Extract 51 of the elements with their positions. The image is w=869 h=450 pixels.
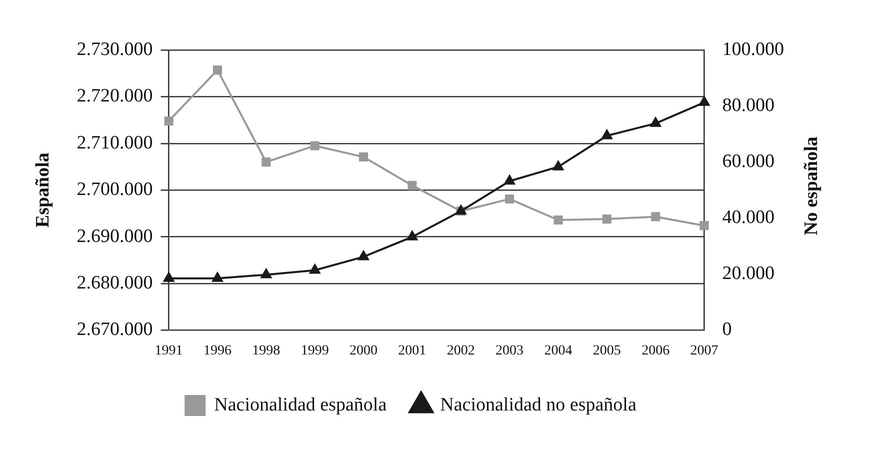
point: [260, 268, 272, 278]
point: [358, 250, 369, 260]
point: [164, 116, 174, 126]
x-tick-label: 2000: [350, 343, 378, 358]
x-tick-label: 2005: [592, 343, 621, 358]
x-tick-label: 1999: [300, 343, 329, 358]
x-tick-label: 1991: [154, 343, 183, 358]
y2-tick-label: 0: [722, 319, 732, 340]
legend-label: Nacionalidad española: [214, 394, 388, 416]
legend-label: Nacionalidad no española: [440, 394, 637, 416]
point: [358, 152, 368, 162]
point: [262, 158, 271, 167]
y2-tick-label: 60.000: [722, 151, 774, 172]
point: [505, 194, 514, 204]
y-tick-label: 2.720.000: [76, 86, 153, 107]
x-tick-label: 1996: [203, 343, 232, 358]
x-tick-label: 2002: [446, 343, 475, 358]
point: [310, 264, 320, 274]
point: [163, 272, 174, 282]
y2-tick-label: 20.000: [722, 263, 774, 284]
y2-tick-label: 80.000: [722, 95, 774, 116]
x-tick-label: 2003: [496, 343, 524, 358]
point: [602, 214, 612, 224]
y-axis-title: Española: [32, 152, 54, 228]
point: [602, 130, 612, 140]
y2-tick-label: 100.000: [722, 38, 784, 60]
point: [212, 272, 223, 282]
point: [700, 221, 709, 230]
y2-tick-label: 40.000: [722, 207, 774, 228]
point: [650, 117, 661, 127]
point: [651, 212, 660, 222]
point: [310, 141, 320, 150]
point: [408, 180, 417, 190]
y-tick-label: 2.700.000: [76, 179, 153, 200]
x-tick-label: 2006: [642, 343, 670, 358]
point: [554, 215, 563, 225]
y-tick-label: 2.710.000: [76, 132, 153, 154]
y-tick-label: 2.690.000: [76, 226, 153, 247]
y2-axis-title: No española: [801, 136, 823, 236]
point: [406, 230, 418, 240]
x-tick-label: 1998: [252, 343, 280, 358]
point: [504, 175, 515, 185]
point: [552, 160, 564, 170]
y-tick-label: 2.680.000: [76, 272, 153, 294]
y-tick-label: 2.730.000: [76, 38, 153, 60]
x-tick-label: 2001: [398, 343, 426, 358]
y-tick-label: 2.670.000: [76, 319, 153, 340]
point: [698, 96, 710, 106]
x-tick-label: 2007: [690, 343, 718, 358]
x-tick-label: 2004: [544, 343, 572, 358]
point: [212, 66, 222, 75]
